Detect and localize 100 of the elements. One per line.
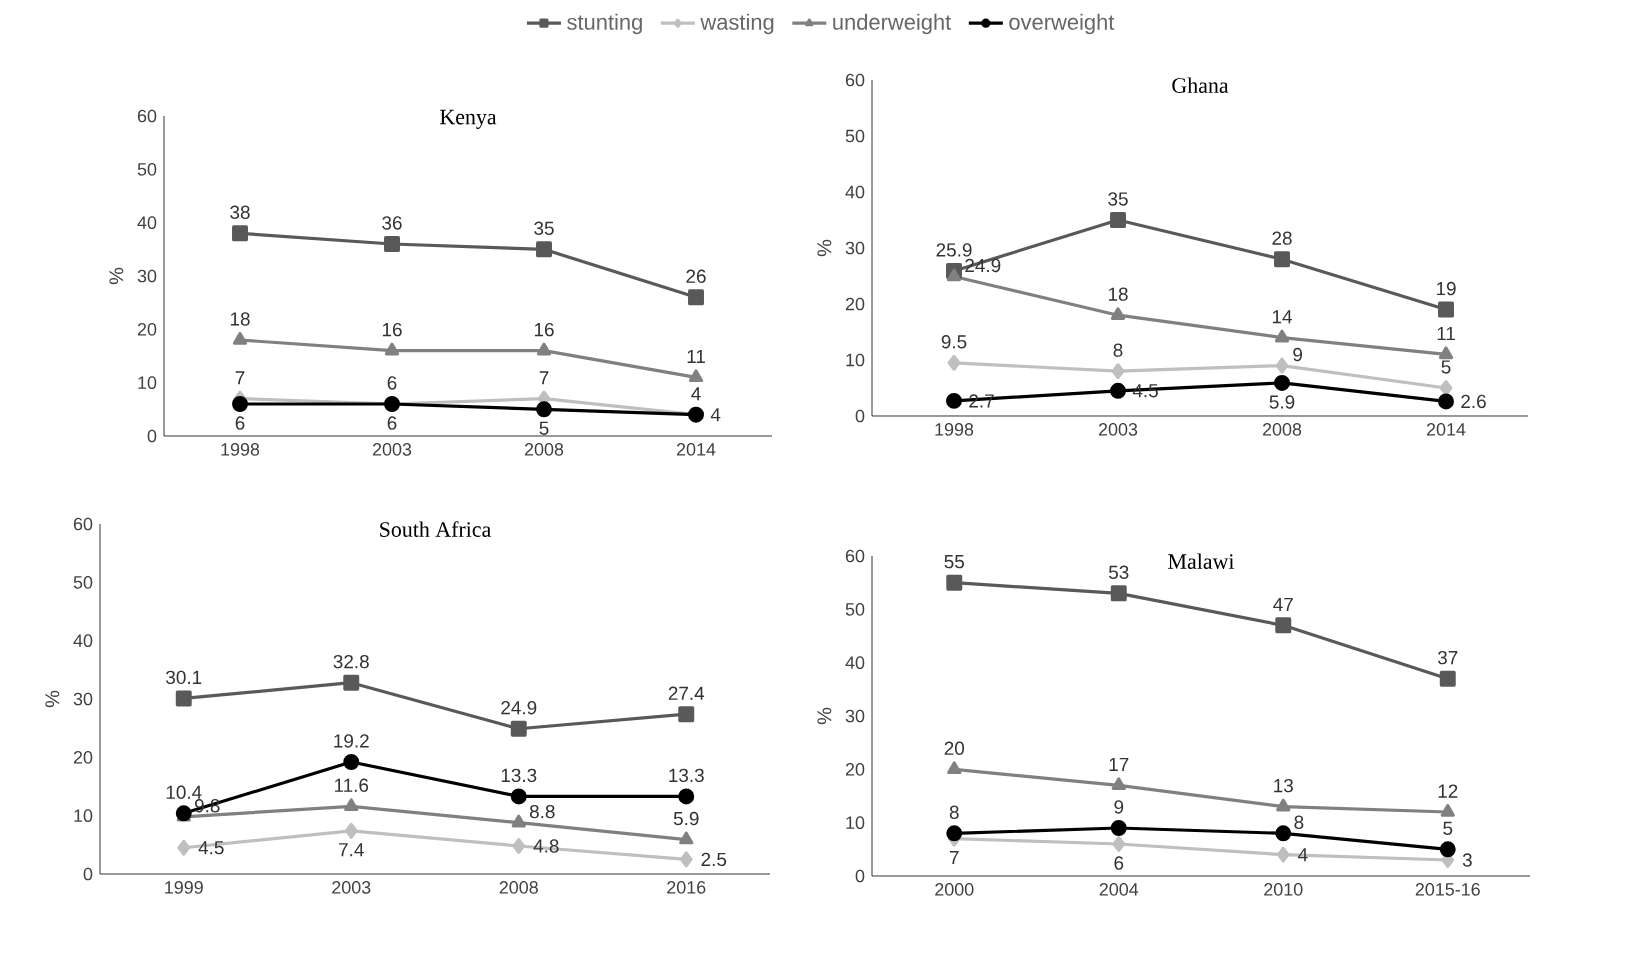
data-label: 32.8 bbox=[333, 654, 369, 669]
y-tick-label: 0 bbox=[83, 867, 93, 881]
data-label: 8 bbox=[1294, 815, 1304, 829]
data-label: 18 bbox=[230, 312, 250, 326]
y-tick-label: 50 bbox=[137, 162, 157, 176]
y-tick-label: 0 bbox=[855, 409, 865, 423]
y-tick-label: 40 bbox=[845, 185, 865, 199]
data-label: 14 bbox=[1272, 310, 1292, 324]
x-tick-label: 2004 bbox=[1099, 883, 1139, 896]
y-tick-label: 10 bbox=[846, 816, 865, 830]
data-label: 4.8 bbox=[533, 839, 559, 853]
data-label: 9 bbox=[1293, 347, 1302, 362]
y-axis-title: % bbox=[45, 690, 60, 708]
x-tick-label: 1999 bbox=[165, 881, 203, 894]
x-tick-label: 2015-16 bbox=[1415, 883, 1480, 896]
x-tick-label: 2000 bbox=[935, 883, 974, 896]
data-label: 24.9 bbox=[965, 258, 1001, 273]
legend-label: stunting bbox=[567, 13, 642, 35]
y-tick-label: 20 bbox=[845, 762, 865, 776]
y-axis-title: % bbox=[109, 267, 124, 285]
data-label: 7 bbox=[949, 851, 959, 865]
data-label: 25.9 bbox=[936, 243, 972, 257]
x-tick-label: 2008 bbox=[524, 443, 564, 456]
x-tick-label: 2003 bbox=[372, 443, 412, 456]
data-label: 6 bbox=[387, 376, 397, 390]
data-label: 2.6 bbox=[1461, 394, 1486, 409]
y-tick-label: 40 bbox=[137, 216, 157, 230]
x-tick-label: 2008 bbox=[499, 881, 538, 894]
data-label: 18 bbox=[1108, 287, 1128, 301]
data-label: 30.1 bbox=[166, 670, 202, 685]
y-tick-label: 30 bbox=[845, 241, 865, 255]
data-label: 36 bbox=[382, 216, 402, 230]
data-label: 6 bbox=[1114, 856, 1124, 870]
y-tick-label: 60 bbox=[73, 517, 93, 531]
chart-title: Malawi bbox=[1168, 553, 1235, 569]
legend-label: underweight bbox=[833, 13, 952, 35]
y-tick-label: 60 bbox=[845, 73, 865, 87]
chart-title: Ghana bbox=[1172, 77, 1229, 93]
y-tick-label: 20 bbox=[845, 297, 865, 311]
y-tick-label: 0 bbox=[855, 869, 865, 883]
y-tick-label: 10 bbox=[74, 809, 93, 823]
data-label: 5 bbox=[539, 421, 549, 435]
data-label: 4 bbox=[710, 408, 721, 422]
y-tick-label: 50 bbox=[73, 575, 93, 589]
chart-title: South Africa bbox=[380, 521, 491, 537]
y-tick-label: 60 bbox=[845, 549, 865, 563]
y-tick-label: 50 bbox=[845, 602, 865, 616]
data-label: 35 bbox=[1108, 192, 1128, 206]
y-tick-label: 30 bbox=[845, 709, 865, 723]
data-label: 35 bbox=[534, 221, 554, 235]
data-label: 11 bbox=[687, 349, 705, 363]
data-label: 38 bbox=[230, 205, 250, 219]
x-tick-label: 1998 bbox=[935, 423, 974, 436]
x-tick-label: 2016 bbox=[667, 881, 706, 894]
data-label: 7 bbox=[235, 371, 245, 385]
data-label: 5 bbox=[1443, 821, 1453, 835]
data-label: 11 bbox=[1437, 327, 1455, 341]
data-label: 5.9 bbox=[673, 811, 699, 826]
y-tick-label: 0 bbox=[147, 429, 157, 443]
data-label: 16 bbox=[534, 322, 554, 337]
data-label: 17 bbox=[1109, 757, 1129, 771]
data-label: 10.4 bbox=[166, 785, 202, 799]
data-label: 26 bbox=[686, 269, 706, 283]
data-label: 13.3 bbox=[669, 768, 704, 783]
data-label: 28 bbox=[1272, 231, 1292, 245]
x-tick-label: 2014 bbox=[676, 443, 716, 456]
data-label: 55 bbox=[944, 555, 965, 569]
y-tick-label: 60 bbox=[137, 109, 157, 123]
data-label: 4 bbox=[691, 387, 701, 401]
data-label: 3 bbox=[1462, 853, 1472, 867]
data-label: 37 bbox=[1437, 650, 1458, 665]
data-label: 53 bbox=[1108, 565, 1129, 579]
y-tick-label: 20 bbox=[73, 750, 93, 764]
legend-label: overweight bbox=[1009, 13, 1115, 35]
x-tick-label: 2008 bbox=[1262, 423, 1302, 436]
y-tick-label: 10 bbox=[846, 353, 865, 367]
data-label: 8 bbox=[1113, 343, 1123, 357]
y-axis-title: % bbox=[817, 239, 832, 257]
data-label: 2.5 bbox=[701, 852, 727, 867]
y-tick-label: 50 bbox=[845, 129, 865, 143]
data-label: 7 bbox=[539, 371, 549, 385]
data-label: 7.4 bbox=[339, 843, 364, 857]
data-label: 13 bbox=[1274, 778, 1293, 793]
data-label: 19.2 bbox=[334, 734, 369, 748]
data-label: 27.4 bbox=[668, 686, 705, 700]
y-tick-label: 40 bbox=[73, 634, 93, 648]
data-label: 6 bbox=[235, 416, 245, 430]
x-tick-label: 2003 bbox=[1098, 423, 1138, 436]
data-label: 5 bbox=[1441, 360, 1451, 374]
y-tick-label: 30 bbox=[73, 692, 93, 706]
x-tick-label: 1998 bbox=[221, 443, 260, 456]
data-label: 19 bbox=[1436, 281, 1456, 296]
data-label: 9 bbox=[1114, 800, 1124, 814]
data-label: 5.9 bbox=[1269, 395, 1295, 409]
y-tick-label: 20 bbox=[137, 322, 157, 336]
chart-title: Kenya bbox=[440, 109, 497, 129]
data-label: 11.6 bbox=[334, 778, 369, 792]
data-label: 6 bbox=[387, 416, 397, 430]
data-label: 16 bbox=[382, 322, 402, 337]
data-label: 20 bbox=[944, 741, 965, 755]
